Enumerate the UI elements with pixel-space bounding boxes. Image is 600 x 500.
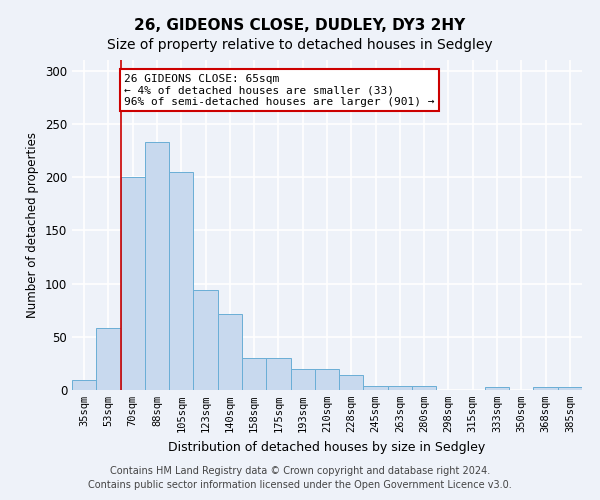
Bar xyxy=(290,368,315,390)
Bar xyxy=(145,142,169,390)
Y-axis label: Number of detached properties: Number of detached properties xyxy=(26,132,40,318)
Bar xyxy=(72,380,96,390)
Text: Size of property relative to detached houses in Sedgley: Size of property relative to detached ho… xyxy=(107,38,493,52)
Bar xyxy=(96,328,121,390)
Bar xyxy=(412,386,436,390)
Bar xyxy=(315,368,339,390)
Bar xyxy=(485,387,509,390)
Text: Contains HM Land Registry data © Crown copyright and database right 2024.: Contains HM Land Registry data © Crown c… xyxy=(110,466,490,476)
Text: 26, GIDEONS CLOSE, DUDLEY, DY3 2HY: 26, GIDEONS CLOSE, DUDLEY, DY3 2HY xyxy=(134,18,466,32)
Bar xyxy=(242,358,266,390)
Bar xyxy=(193,290,218,390)
Bar xyxy=(339,375,364,390)
Text: 26 GIDEONS CLOSE: 65sqm
← 4% of detached houses are smaller (33)
96% of semi-det: 26 GIDEONS CLOSE: 65sqm ← 4% of detached… xyxy=(124,74,435,107)
Bar xyxy=(533,387,558,390)
Bar xyxy=(558,387,582,390)
Bar xyxy=(121,177,145,390)
Bar xyxy=(266,358,290,390)
Bar xyxy=(169,172,193,390)
Bar xyxy=(388,386,412,390)
Bar xyxy=(218,314,242,390)
X-axis label: Distribution of detached houses by size in Sedgley: Distribution of detached houses by size … xyxy=(169,440,485,454)
Bar xyxy=(364,386,388,390)
Text: Contains public sector information licensed under the Open Government Licence v3: Contains public sector information licen… xyxy=(88,480,512,490)
